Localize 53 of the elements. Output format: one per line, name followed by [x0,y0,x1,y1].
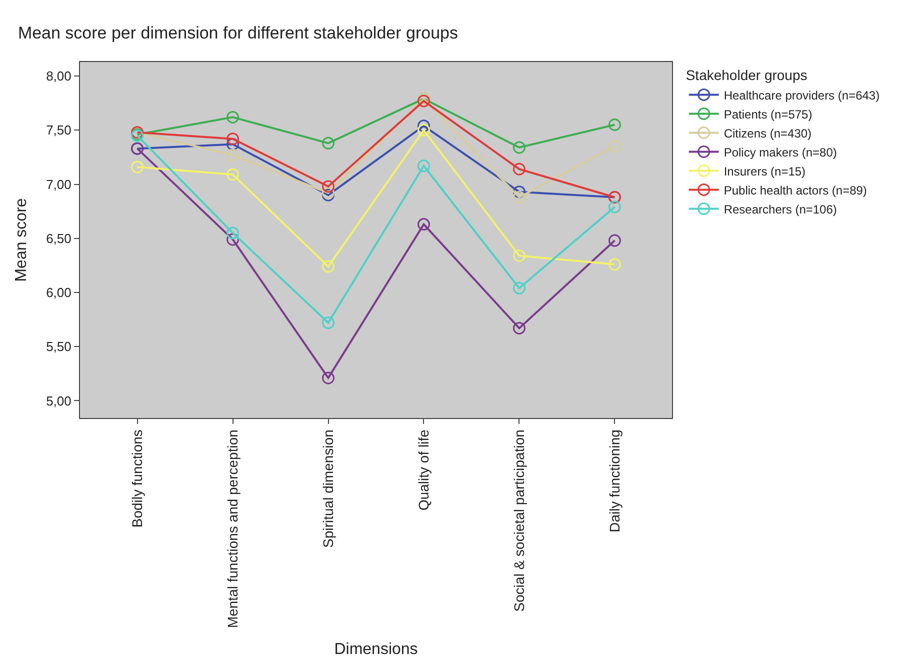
point [608,118,621,132]
point [226,138,240,150]
point [226,168,240,181]
point [322,316,335,330]
legend-label: Healthcare providers (n=643) [724,88,880,102]
point [131,160,144,174]
point [226,110,240,124]
point [608,258,621,271]
point [417,160,430,172]
legend-label: Researchers (n=106) [724,202,837,216]
y-tick-label: 7,50 [46,122,72,138]
y-tick-label: 6,00 [46,285,72,300]
legend-label: Citizens (n=430) [724,126,812,140]
x-tick-label: Daily functioning [606,430,622,532]
point [512,282,526,294]
y-tick-label: 6,50 [46,230,72,246]
point [417,124,430,136]
point [417,120,430,132]
x-tick-label: Social & societal participation [510,430,527,612]
x-tick-label: Bodily functions [128,430,145,528]
legend-label: Patients (n=575) [724,107,812,122]
point [322,372,335,384]
point [322,260,335,273]
point [322,136,335,150]
y-tick-label: 5,50 [46,339,72,354]
point [608,200,621,214]
point [322,180,335,193]
point [608,234,621,247]
point [226,226,240,240]
chart-title: Mean score per dimension for different stakeholder groups [18,24,458,43]
point [226,233,240,246]
point [512,191,526,204]
point [226,148,240,162]
x-tick-label: Spiritual dimension [320,430,336,548]
legend-label: Insurers (n=15) [724,164,806,178]
x-tick-label: Mental functions and perception [224,430,240,628]
point [226,132,240,146]
x-axis-title: Dimensions [334,640,418,658]
point [512,162,526,176]
point [417,218,430,231]
y-axis-title: Mean score [12,198,30,282]
y-tick-label: 5,00 [46,393,72,408]
point [512,186,526,198]
x-tick-label: Quality of life [415,429,432,511]
y-tick-label: 8,00 [46,68,72,84]
y-tick-label: 7,00 [46,176,72,192]
legend-title: Stakeholder groups [686,67,808,84]
point [512,322,526,334]
point [608,140,621,153]
legend-label: Policy makers (n=80) [724,145,837,160]
point [512,249,526,262]
point [512,141,526,154]
legend-label: Public health actors (n=89) [724,183,867,198]
